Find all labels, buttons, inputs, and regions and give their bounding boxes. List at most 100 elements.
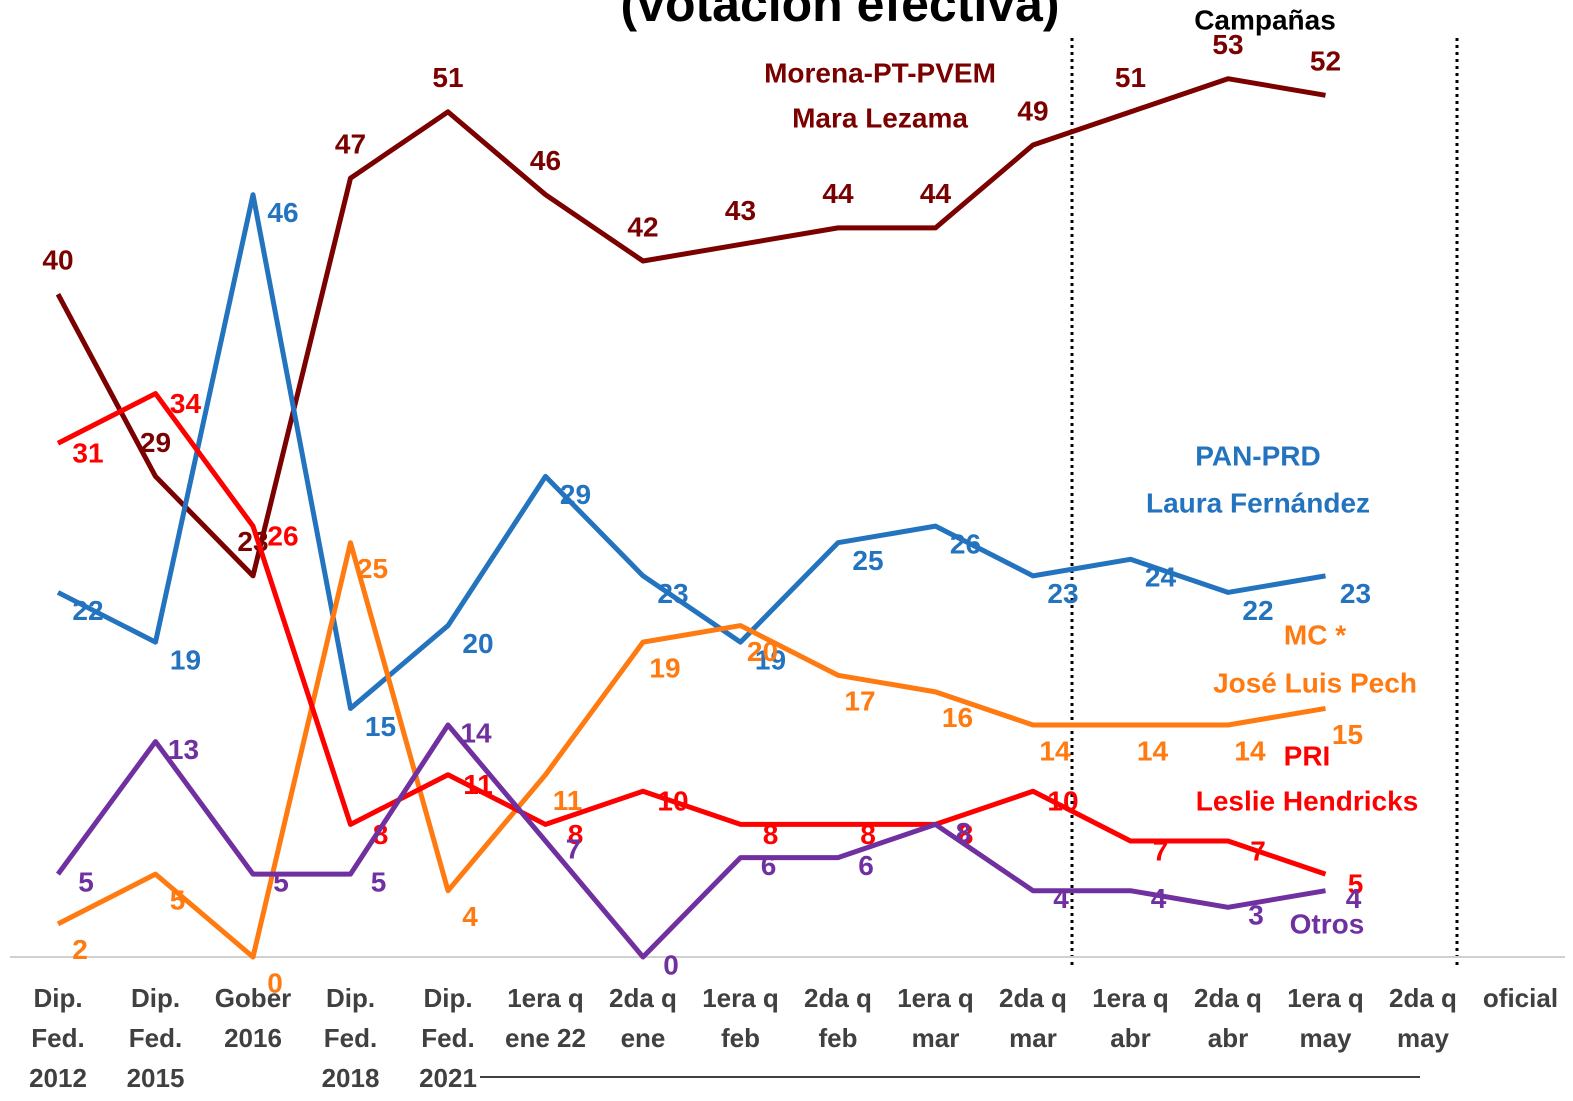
data-label: 49 bbox=[1017, 95, 1048, 126]
data-label: 15 bbox=[1332, 719, 1363, 750]
x-tick-label: oficial bbox=[1483, 983, 1558, 1013]
data-label: 7 bbox=[1250, 835, 1266, 866]
data-label: 51 bbox=[1115, 62, 1146, 93]
x-tick-label: 2015 bbox=[127, 1063, 185, 1093]
x-tick-label: Fed. bbox=[421, 1023, 474, 1053]
data-label: 43 bbox=[725, 195, 756, 226]
legend-candidate: Leslie Hendricks bbox=[1196, 785, 1419, 816]
x-tick-label: 2012 bbox=[29, 1063, 87, 1093]
data-label: 8 bbox=[763, 819, 779, 850]
data-label: 52 bbox=[1310, 46, 1341, 77]
x-tick-label: abr bbox=[1208, 1023, 1248, 1053]
data-label: 23 bbox=[1047, 578, 1078, 609]
legend-name: Otros bbox=[1290, 908, 1365, 939]
data-label: 19 bbox=[649, 653, 680, 684]
data-label: 42 bbox=[627, 211, 658, 242]
data-label: 5 bbox=[371, 867, 387, 898]
series-line bbox=[56, 540, 1326, 960]
series-line bbox=[55, 76, 1326, 579]
x-tick-label: 2da q bbox=[609, 983, 677, 1013]
data-label: 5 bbox=[78, 867, 94, 898]
data-label: 5 bbox=[1348, 869, 1364, 900]
data-label: 4 bbox=[1053, 883, 1069, 914]
x-tick-label: feb bbox=[819, 1023, 858, 1053]
legend-name: PAN-PRD bbox=[1195, 440, 1320, 471]
data-label: 8 bbox=[956, 817, 972, 848]
data-label: 8 bbox=[568, 819, 584, 850]
data-label: 46 bbox=[267, 197, 298, 228]
data-label: 51 bbox=[432, 62, 463, 93]
data-label: 22 bbox=[72, 595, 103, 626]
x-tick-label: 2021 bbox=[419, 1063, 477, 1093]
data-label: 19 bbox=[755, 645, 786, 676]
data-label: 8 bbox=[860, 819, 876, 850]
x-tick-label: Dip. bbox=[33, 983, 82, 1013]
legend-candidate: Laura Fernández bbox=[1146, 487, 1370, 518]
data-label: 19 bbox=[170, 645, 201, 676]
x-tick-label: 2da q bbox=[1194, 983, 1262, 1013]
data-label: 0 bbox=[267, 967, 283, 998]
data-label: 7 bbox=[1153, 835, 1169, 866]
x-tick-label: 2da q bbox=[999, 983, 1067, 1013]
data-label: 11 bbox=[553, 785, 583, 816]
data-label: 5 bbox=[170, 885, 186, 916]
x-tick-label: 1era q bbox=[1092, 983, 1169, 1013]
data-label: 4 bbox=[1346, 883, 1362, 914]
data-label: 15 bbox=[365, 711, 396, 742]
data-label: 3 bbox=[1248, 900, 1264, 931]
chart-title: (votación efectiva) bbox=[620, 0, 1059, 32]
x-tick-label: Dip. bbox=[326, 983, 375, 1013]
data-label: 29 bbox=[560, 479, 591, 510]
legend-name: PRI bbox=[1284, 740, 1331, 771]
data-label: 20 bbox=[747, 636, 778, 667]
data-label: 44 bbox=[822, 178, 854, 209]
data-label: 46 bbox=[530, 145, 561, 176]
x-tick-label: 2016 bbox=[224, 1023, 282, 1053]
x-tick-label: may bbox=[1397, 1023, 1450, 1053]
series-line bbox=[56, 391, 1327, 877]
legend-candidate: José Luis Pech bbox=[1213, 667, 1417, 698]
x-tick-label: ene 22 bbox=[505, 1023, 586, 1053]
data-label: 40 bbox=[42, 245, 73, 276]
x-tick-label: 1era q bbox=[897, 983, 974, 1013]
data-label: 24 bbox=[1145, 562, 1177, 593]
data-label: 0 bbox=[663, 949, 679, 980]
data-label: 6 bbox=[858, 850, 874, 881]
data-label: 23 bbox=[657, 578, 688, 609]
x-tick-label: ene bbox=[621, 1023, 666, 1053]
annotation: Campañas bbox=[1194, 4, 1336, 35]
x-tick-label: abr bbox=[1110, 1023, 1150, 1053]
x-tick-label: Fed. bbox=[324, 1023, 377, 1053]
data-label: 16 bbox=[942, 702, 973, 733]
data-label: 4 bbox=[462, 901, 478, 932]
legend-name: Morena-PT-PVEM bbox=[764, 57, 996, 88]
data-label: 14 bbox=[460, 717, 492, 748]
x-tick-label: mar bbox=[1009, 1023, 1057, 1053]
data-label: 26 bbox=[950, 529, 981, 560]
x-tick-label: may bbox=[1299, 1023, 1352, 1053]
data-label: 6 bbox=[761, 850, 777, 881]
data-label: 31 bbox=[72, 438, 103, 469]
x-tick-label: 1era q bbox=[507, 983, 584, 1013]
legend-candidate: Mara Lezama bbox=[792, 102, 968, 133]
data-label: 17 bbox=[844, 686, 875, 717]
data-label: 13 bbox=[168, 734, 199, 765]
data-label: 20 bbox=[462, 628, 493, 659]
x-tick-label: Dip. bbox=[423, 983, 472, 1013]
x-tick-label: 2da q bbox=[1389, 983, 1457, 1013]
data-label: 10 bbox=[1047, 786, 1078, 817]
x-tick-label: Dip. bbox=[131, 983, 180, 1013]
data-label: 53 bbox=[1212, 29, 1243, 60]
data-label: 14 bbox=[1039, 735, 1071, 766]
x-tick-label: mar bbox=[912, 1023, 960, 1053]
series-line bbox=[55, 722, 1326, 960]
data-label: 47 bbox=[335, 129, 366, 160]
data-label: 25 bbox=[852, 545, 883, 576]
x-tick-label: Fed. bbox=[31, 1023, 84, 1053]
data-label: 4 bbox=[1151, 883, 1167, 914]
x-tick-label: 2da q bbox=[804, 983, 872, 1013]
x-tick-label: 2018 bbox=[322, 1063, 380, 1093]
data-label: 5 bbox=[273, 867, 289, 898]
data-label: 14 bbox=[1137, 735, 1169, 766]
